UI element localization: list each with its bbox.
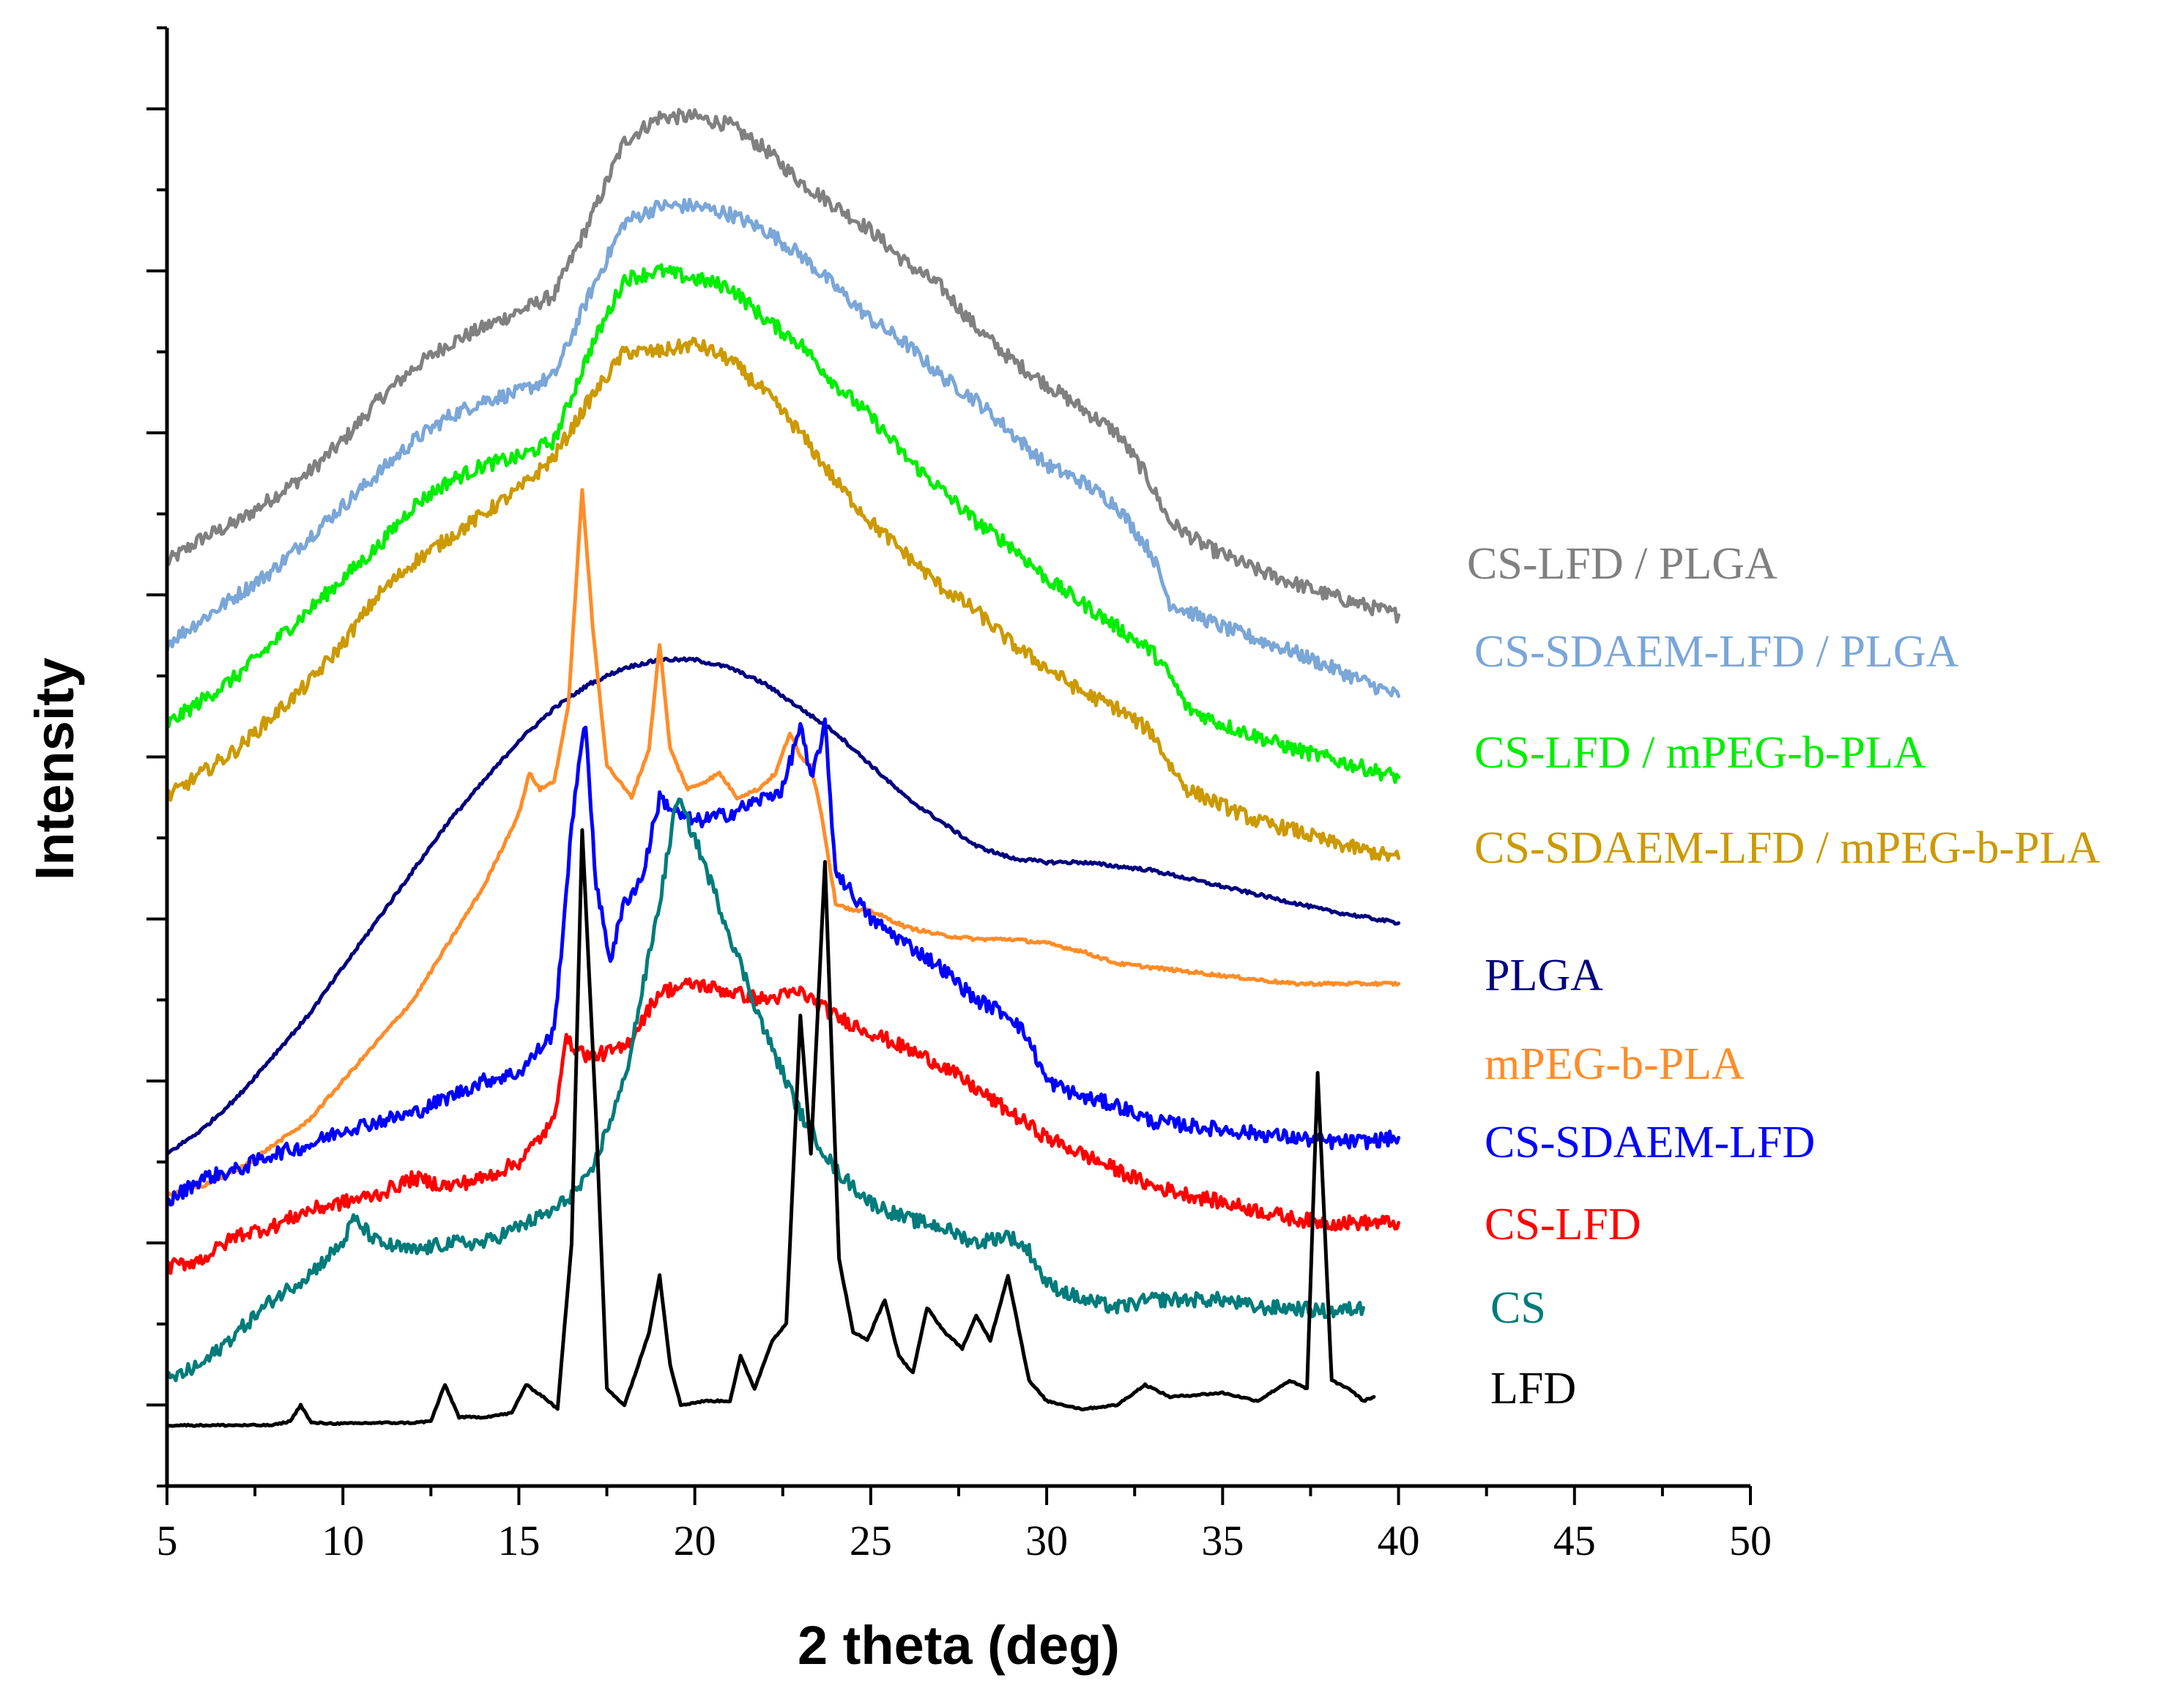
legend-label-cs-lfd-mpeg-b-pla: CS-LFD / mPEG-b-PLA (1474, 728, 1926, 778)
x-tick-label: 50 (1729, 1517, 1772, 1564)
legend-label-cs-sdaem-lfd: CS-SDAEM-LFD (1485, 1118, 1815, 1167)
y-ticks (146, 26, 167, 1487)
series-lfd (165, 828, 1376, 1428)
x-tick-label: 25 (850, 1517, 892, 1564)
series-cs-sdaem-lfd (165, 717, 1401, 1207)
series-plga (165, 656, 1401, 1156)
x-tick-label: 40 (1378, 1517, 1420, 1564)
series-cs-lfd (165, 977, 1401, 1275)
series-cs-lfd-plga (165, 108, 1401, 624)
series-layer (165, 108, 1401, 1428)
y-axis-title: Intensity (24, 658, 85, 880)
series-cs-lfd-mpeg-b-pla (165, 263, 1401, 784)
series-mpeg-b-pla (165, 488, 1401, 1198)
legend-label-lfd: LFD (1490, 1364, 1576, 1414)
x-tick-label: 35 (1201, 1517, 1244, 1564)
x-tick-label: 10 (322, 1517, 364, 1564)
x-tick-label: 5 (157, 1517, 178, 1564)
series-cs (165, 797, 1365, 1383)
x-tick-label: 45 (1553, 1517, 1596, 1564)
legend-label-cs-sdaem-lfd-mpeg-b-pla: CS-SDAEM-LFD / mPEG-b-PLA (1474, 823, 2101, 873)
legend: CS-LFD / PLGA CS-SDAEM-LFD / PLGA CS-LFD /… (1467, 539, 2101, 1414)
legend-label-mpeg-b-pla: mPEG-b-PLA (1485, 1039, 1745, 1089)
x-ticks: 5 10 15 20 25 30 35 40 45 50 (157, 1486, 1772, 1564)
x-axis-title: 2 theta (deg) (798, 1615, 1120, 1676)
legend-label-cs-lfd: CS-LFD (1485, 1200, 1641, 1249)
x-tick-label: 20 (674, 1517, 716, 1564)
x-tick-label: 30 (1025, 1517, 1068, 1564)
x-tick-label: 15 (497, 1517, 540, 1564)
legend-label-cs: CS (1490, 1283, 1546, 1333)
legend-label-cs-sdaem-lfd-plga: CS-SDAEM-LFD / PLGA (1474, 627, 1959, 677)
legend-label-plga: PLGA (1485, 951, 1603, 1000)
series-cs-sdaem-lfd-mpeg-b-pla (165, 336, 1401, 862)
legend-label-cs-lfd-plga: CS-LFD / PLGA (1467, 539, 1778, 589)
series-cs-sdaem-lfd-plga (165, 198, 1401, 698)
